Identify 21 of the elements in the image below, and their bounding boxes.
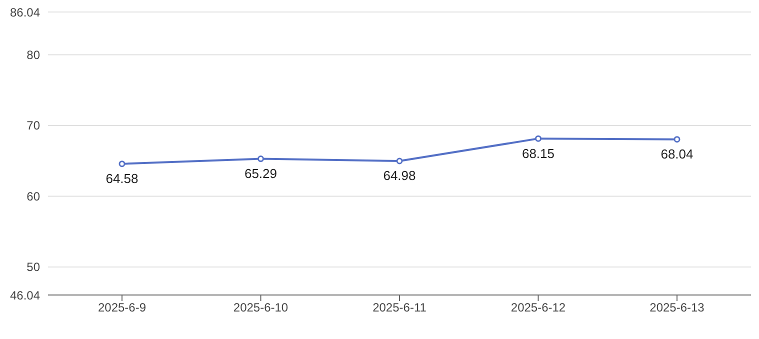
point: [396, 158, 403, 164]
data-label: 68.04: [660, 146, 694, 162]
x-tick-label: 2025-6-10: [233, 300, 288, 315]
point: [118, 160, 126, 168]
point: [258, 156, 264, 162]
y-tick-label: 46.04: [10, 288, 40, 302]
data-label: 64.98: [383, 168, 416, 184]
x-tick-label: 2025-6-12: [510, 300, 566, 315]
y-tick-label: 86.04: [10, 5, 40, 20]
point: [535, 135, 542, 142]
y-tick-label: 50: [26, 260, 40, 274]
y-tick-label: 60: [26, 189, 40, 204]
y-tick-label: 70: [26, 118, 40, 133]
y-tick-label: 80: [26, 48, 40, 62]
x-tick-label: 2025-6-11: [372, 300, 427, 315]
point: [674, 136, 680, 143]
data-label: 64.58: [106, 171, 138, 186]
x-tick-label: 2025-6-9: [98, 300, 146, 315]
data-label: 65.29: [244, 166, 278, 182]
x-tick-label: 2025-6-13: [650, 300, 705, 315]
data-label: 68.15: [522, 146, 555, 161]
